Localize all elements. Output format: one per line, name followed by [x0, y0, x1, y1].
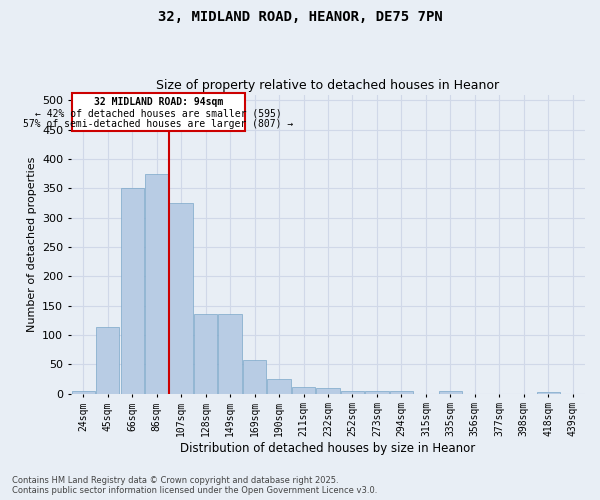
Bar: [169, 203, 193, 394]
Text: 57% of semi-detached houses are larger (807) →: 57% of semi-detached houses are larger (…: [23, 120, 293, 130]
Title: Size of property relative to detached houses in Heanor: Size of property relative to detached ho…: [157, 79, 500, 92]
Bar: [268, 379, 290, 394]
Text: ← 42% of detached houses are smaller (595): ← 42% of detached houses are smaller (59…: [35, 108, 282, 118]
Bar: [439, 390, 462, 394]
Bar: [292, 386, 315, 394]
Bar: [536, 392, 560, 394]
Text: 32, MIDLAND ROAD, HEANOR, DE75 7PN: 32, MIDLAND ROAD, HEANOR, DE75 7PN: [158, 10, 442, 24]
Bar: [71, 390, 95, 394]
Bar: [96, 328, 119, 394]
Bar: [194, 314, 217, 394]
Bar: [218, 314, 242, 394]
Bar: [390, 390, 413, 394]
Bar: [243, 360, 266, 394]
Bar: [365, 390, 389, 394]
Bar: [341, 390, 364, 394]
Text: Contains HM Land Registry data © Crown copyright and database right 2025.
Contai: Contains HM Land Registry data © Crown c…: [12, 476, 377, 495]
Bar: [316, 388, 340, 394]
Bar: [121, 188, 144, 394]
X-axis label: Distribution of detached houses by size in Heanor: Distribution of detached houses by size …: [181, 442, 476, 455]
Text: 32 MIDLAND ROAD: 94sqm: 32 MIDLAND ROAD: 94sqm: [94, 96, 223, 106]
FancyBboxPatch shape: [72, 93, 245, 131]
Bar: [145, 174, 168, 394]
Y-axis label: Number of detached properties: Number of detached properties: [26, 156, 37, 332]
